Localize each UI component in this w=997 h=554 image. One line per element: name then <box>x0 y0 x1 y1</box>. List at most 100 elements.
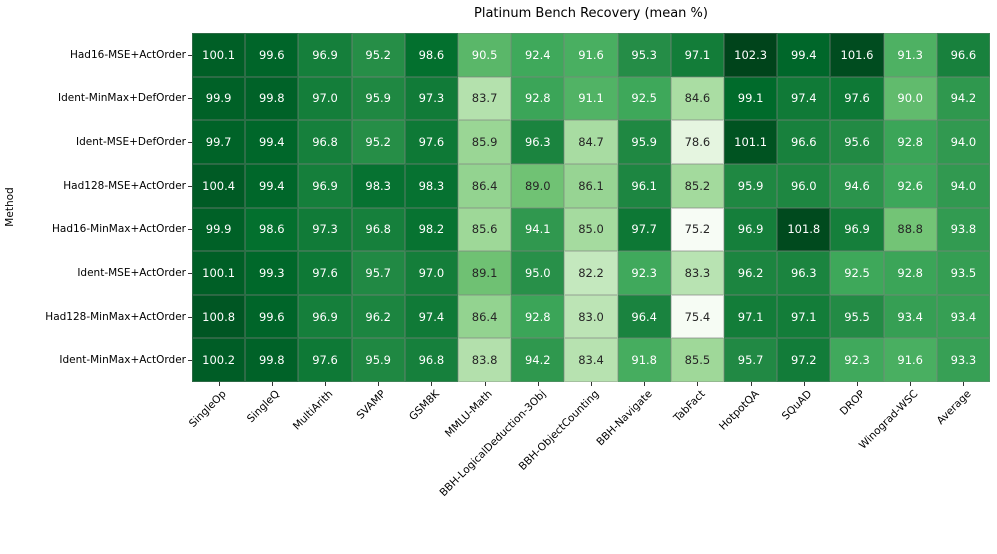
heatmap-cell: 99.4 <box>777 33 831 77</box>
y-tick-mark <box>188 316 192 318</box>
heatmap-cell: 95.9 <box>724 163 778 208</box>
heatmap-cell: 92.8 <box>883 120 937 164</box>
heatmap-cell: 93.5 <box>936 251 990 295</box>
heatmap-cell: 96.6 <box>936 33 990 77</box>
y-tick-mark <box>188 229 192 231</box>
x-tick-label: GSM8K <box>406 388 442 423</box>
heatmap-cell: 91.6 <box>564 33 618 77</box>
chart-title: Platinum Bench Recovery (mean %) <box>474 6 708 21</box>
heatmap-cell: 97.7 <box>617 207 671 252</box>
heatmap-cell: 99.9 <box>192 76 246 121</box>
heatmap-cell: 98.6 <box>245 207 299 252</box>
x-tick-mark <box>218 382 220 386</box>
heatmap-cell: 95.9 <box>351 76 405 121</box>
x-tick-label: DROP <box>837 388 868 418</box>
heatmap-cell: 83.7 <box>458 76 512 121</box>
heatmap-cell: 97.6 <box>298 251 352 295</box>
x-tick-mark <box>857 382 858 386</box>
heatmap-cell: 97.0 <box>404 251 458 295</box>
x-tick-mark <box>325 382 326 386</box>
y-tick-label: Ident-MinMax+DefOrder <box>58 92 186 105</box>
x-tick-mark <box>963 382 965 386</box>
heatmap-cell: 95.3 <box>617 33 671 77</box>
x-tick-label: TabFact <box>671 388 708 425</box>
y-tick-label: Ident-MSE+ActOrder <box>77 266 186 279</box>
heatmap-cell: 96.9 <box>724 207 778 252</box>
x-tick-mark <box>697 382 699 386</box>
heatmap-cell: 97.4 <box>777 76 831 121</box>
x-tick-label: BBH-LogicalDeduction-3Obj <box>437 388 549 499</box>
heatmap-cell: 100.1 <box>192 251 246 295</box>
heatmap-cell: 92.6 <box>883 163 937 208</box>
heatmap-cell: 96.9 <box>298 33 352 77</box>
x-tick-label: SQuAD <box>779 388 815 423</box>
y-tick-label: Had16-MinMax+ActOrder <box>51 223 186 236</box>
heatmap-cell: 94.0 <box>936 163 990 208</box>
heatmap-cell: 85.5 <box>670 338 724 382</box>
heatmap-cell: 99.1 <box>724 76 778 121</box>
heatmap-cell: 97.6 <box>298 338 352 382</box>
heatmap-grid: 100.1 99.6 96.9 95.2 98.6 90.5 92.4 91.6 95.3 97.… <box>192 33 990 382</box>
heatmap-cell: 97.0 <box>298 76 352 121</box>
heatmap-cell: 95.5 <box>830 294 884 339</box>
heatmap-cell: 92.8 <box>883 251 937 295</box>
x-tick-mark <box>537 382 539 386</box>
x-tick-label: SingleOp <box>187 388 230 430</box>
heatmap-cell: 93.4 <box>936 294 990 339</box>
heatmap-cell: 85.9 <box>458 120 512 164</box>
heatmap-cell: 99.6 <box>245 294 299 339</box>
heatmap-cell: 99.3 <box>245 251 299 295</box>
heatmap-cell: 82.2 <box>564 251 618 295</box>
heatmap-cell: 75.4 <box>670 294 724 339</box>
heatmap-cell: 97.2 <box>777 338 831 382</box>
heatmap-cell: 96.9 <box>298 163 352 208</box>
heatmap-cell: 93.3 <box>936 338 990 382</box>
x-tick-label: MultiArith <box>291 388 336 433</box>
heatmap-cell: 96.3 <box>511 120 565 164</box>
x-tick-label: BBH-Navigate <box>594 388 655 449</box>
heatmap-cell: 97.4 <box>404 294 458 339</box>
y-tick-mark <box>188 360 192 362</box>
heatmap-cell: 95.9 <box>617 120 671 164</box>
heatmap-cell: 97.6 <box>830 76 884 121</box>
heatmap-cell: 89.1 <box>458 251 512 295</box>
heatmap-cell: 85.2 <box>670 163 724 208</box>
heatmap-cell: 92.3 <box>830 338 884 382</box>
heatmap-cell: 96.1 <box>617 163 671 208</box>
y-tick-mark <box>188 272 192 274</box>
heatmap-cell: 96.4 <box>617 294 671 339</box>
heatmap-cell: 100.8 <box>192 294 246 339</box>
x-tick-label: Average <box>934 388 974 427</box>
heatmap-cell: 84.6 <box>670 76 724 121</box>
heatmap-cell: 85.6 <box>458 207 512 252</box>
heatmap-cell: 97.1 <box>724 294 778 339</box>
heatmap-cell: 94.2 <box>936 76 990 121</box>
heatmap-cell: 96.0 <box>777 163 831 208</box>
heatmap-cell: 99.8 <box>245 76 299 121</box>
heatmap-cell: 96.2 <box>724 251 778 295</box>
heatmap-cell: 90.0 <box>883 76 937 121</box>
heatmap-cell: 91.8 <box>617 338 671 382</box>
heatmap-cell: 85.0 <box>564 207 618 252</box>
y-tick-labels: Had16-MSE+ActOrder Ident-MinMax+DefOrder I… <box>0 33 186 382</box>
heatmap-cell: 99.4 <box>245 120 299 164</box>
heatmap-cell: 91.6 <box>883 338 937 382</box>
heatmap-cell: 86.4 <box>458 294 512 339</box>
heatmap-cell: 96.8 <box>351 207 405 252</box>
y-tick-label: Had16-MSE+ActOrder <box>69 48 186 61</box>
heatmap-cell: 95.2 <box>351 120 405 164</box>
heatmap-cell: 86.4 <box>458 163 512 208</box>
heatmap-cell: 101.6 <box>830 33 884 77</box>
heatmap-cell: 95.7 <box>351 251 405 295</box>
heatmap-cell: 97.3 <box>298 207 352 252</box>
heatmap-cell: 96.8 <box>404 338 458 382</box>
heatmap-cell: 92.4 <box>511 33 565 77</box>
heatmap-cell: 98.2 <box>404 207 458 252</box>
heatmap-cell: 101.1 <box>724 120 778 164</box>
heatmap-cell: 98.3 <box>404 163 458 208</box>
x-tick-mark <box>271 382 273 386</box>
heatmap-cell: 94.0 <box>936 120 990 164</box>
heatmap-cell: 83.3 <box>670 251 724 295</box>
heatmap-cell: 96.6 <box>777 120 831 164</box>
